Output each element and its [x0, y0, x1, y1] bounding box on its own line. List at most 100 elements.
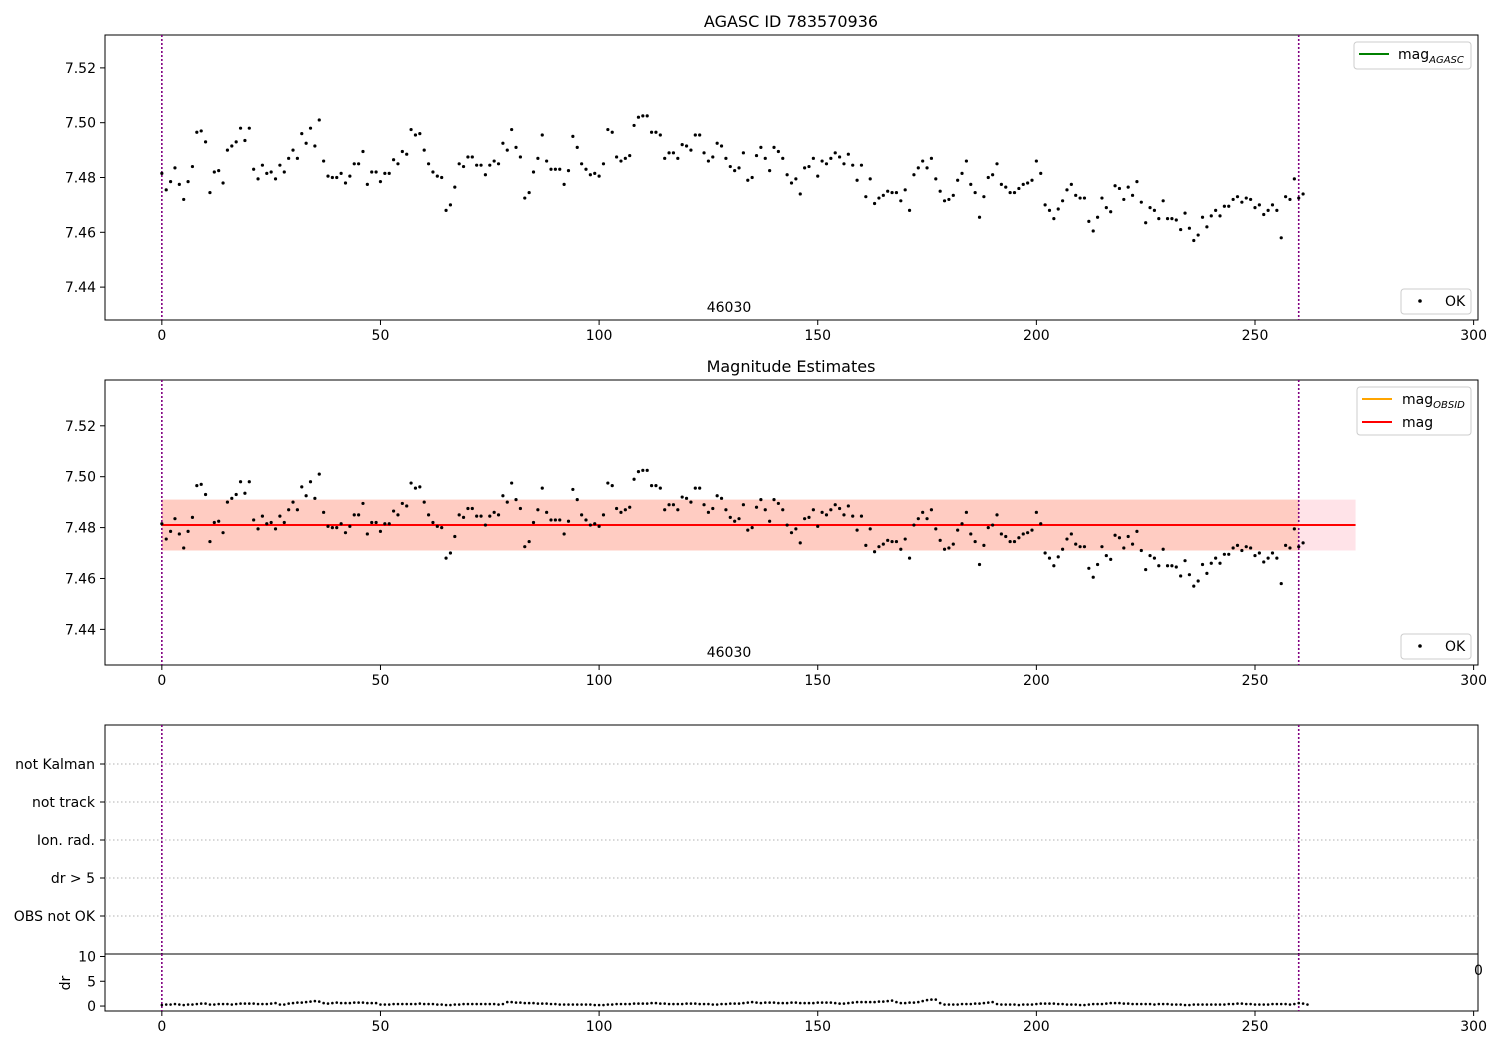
data-point: [698, 133, 702, 137]
dr-point: [1144, 1002, 1147, 1006]
data-point: [405, 152, 409, 156]
data-point: [1021, 532, 1025, 536]
data-point: [724, 156, 728, 160]
data-point: [1113, 184, 1117, 188]
data-point: [964, 159, 969, 163]
dr-point: [1109, 1001, 1113, 1005]
data-point: [877, 196, 881, 200]
data-point: [833, 503, 837, 507]
data-point: [1209, 214, 1213, 218]
data-point: [326, 524, 330, 528]
dr-point: [392, 1002, 395, 1006]
panel-dr-x-ticks: 0 50 100 150 200 250 300: [157, 1011, 1487, 1035]
data-point: [925, 517, 929, 521]
data-point: [956, 178, 960, 182]
data-point: [1056, 207, 1060, 211]
data-point: [837, 155, 842, 159]
data-point: [405, 504, 409, 508]
data-point: [409, 481, 413, 485]
data-point: [754, 153, 759, 158]
data-point: [295, 508, 299, 512]
data-point: [1021, 182, 1025, 186]
data-point: [776, 149, 780, 154]
dr-point: [1166, 1002, 1169, 1006]
data-point: [549, 518, 553, 522]
data-point: [1039, 171, 1043, 175]
dr-point: [204, 1002, 207, 1005]
data-point: [1218, 561, 1222, 565]
data-point: [584, 167, 588, 171]
data-point: [348, 174, 352, 178]
data-point: [890, 190, 894, 195]
dr-point: [868, 1000, 872, 1004]
data-point: [1056, 555, 1060, 559]
data-point: [475, 163, 479, 167]
data-point: [663, 508, 667, 512]
data-point: [173, 517, 177, 521]
data-point: [1174, 218, 1178, 222]
data-point: [540, 486, 544, 490]
dr-point: [807, 1001, 811, 1005]
data-point: [645, 114, 649, 118]
dr-point: [1179, 1003, 1182, 1006]
data-point: [964, 510, 969, 514]
data-point: [947, 197, 951, 202]
data-point: [711, 506, 715, 511]
data-point: [1104, 206, 1108, 210]
dr-point: [387, 1003, 391, 1006]
dr-point: [322, 1001, 325, 1005]
data-point: [982, 195, 986, 199]
dr-point: [873, 1000, 876, 1004]
data-point: [413, 486, 418, 490]
data-point: [872, 550, 877, 554]
dr-point: [383, 1003, 387, 1006]
dr-point: [505, 1000, 509, 1004]
data-point: [1165, 217, 1170, 221]
dr-point: [545, 1002, 548, 1005]
dr-point: [549, 1002, 553, 1006]
data-point: [1087, 566, 1091, 570]
y-tick-label: 0: [87, 999, 96, 1015]
dr-point: [1174, 1003, 1178, 1006]
panel-magnitude-legend-lower: OK: [1400, 633, 1472, 660]
y-tick-label: 5: [87, 974, 96, 990]
dr-point: [484, 1002, 487, 1006]
data-point: [1253, 553, 1257, 558]
data-point: [1130, 193, 1135, 197]
data-point: [619, 159, 623, 163]
data-point: [400, 149, 404, 154]
dr-point: [497, 1003, 500, 1006]
data-point: [1030, 528, 1034, 532]
panel-agasc-frame: [104, 34, 1479, 321]
data-point: [1249, 546, 1253, 550]
data-point: [1135, 180, 1139, 184]
dr-point: [278, 1003, 282, 1006]
panel-dr-y-ticks: 0 5 10: [78, 949, 105, 1015]
dr-point: [1170, 1003, 1174, 1006]
dr-point: [772, 1001, 776, 1004]
data-point: [317, 118, 321, 122]
data-point: [746, 178, 750, 182]
dr-point: [453, 1003, 457, 1006]
data-point: [453, 185, 457, 189]
data-point: [444, 208, 448, 212]
dr-point: [304, 1000, 308, 1004]
data-point: [361, 501, 365, 506]
panel-magnitude-title: Magnitude Estimates: [707, 357, 876, 376]
data-point: [431, 520, 435, 525]
dr-point: [584, 1003, 588, 1006]
data-point: [597, 174, 601, 178]
dr-point: [842, 1002, 846, 1005]
dr-point: [702, 1002, 706, 1006]
x-tick-label: 0: [157, 328, 166, 344]
dr-point: [313, 999, 317, 1003]
data-point: [326, 174, 330, 178]
dr-point: [829, 1001, 833, 1004]
dr-point: [641, 1002, 645, 1005]
data-point: [601, 162, 606, 166]
data-point: [256, 177, 260, 181]
data-point: [243, 138, 247, 143]
data-point: [986, 175, 990, 180]
dr-point: [619, 1002, 623, 1006]
x-tick-label: 200: [1023, 673, 1050, 689]
